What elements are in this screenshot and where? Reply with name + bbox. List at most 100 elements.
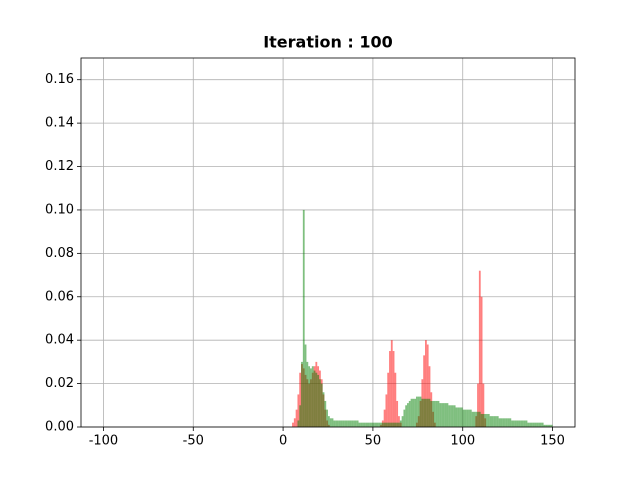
histogram-bar: [401, 416, 404, 427]
histogram-bar: [310, 368, 312, 427]
histogram-bar: [331, 418, 334, 427]
histogram-bar: [414, 398, 417, 427]
histogram-bar: [473, 411, 476, 427]
histogram-bar: [299, 372, 302, 427]
histogram-bar: [426, 398, 429, 427]
histogram-bar: [530, 422, 533, 427]
histogram-bar: [480, 296, 483, 427]
histogram-bar: [328, 416, 330, 427]
histogram-bar: [518, 420, 521, 427]
histogram-bar: [380, 422, 382, 427]
y-tick-label: 0.12: [45, 159, 74, 174]
histogram-bar: [301, 361, 303, 427]
histogram-bar: [423, 398, 426, 427]
histogram-bar: [496, 416, 499, 427]
histogram-bar: [520, 420, 523, 427]
histogram-bar: [502, 418, 505, 427]
histogram-bar: [326, 409, 328, 427]
histogram-bar: [421, 398, 424, 427]
plot-frame: [80, 57, 576, 428]
histogram-bar: [435, 400, 438, 427]
histogram-bar: [513, 420, 515, 427]
histogram-bar: [374, 422, 377, 427]
histogram-bar: [532, 422, 535, 427]
histogram-bar: [367, 422, 370, 427]
histogram-bar: [387, 372, 390, 427]
histogram-bar: [477, 383, 479, 427]
histogram-bar: [317, 374, 320, 427]
histogram-bar: [403, 409, 406, 427]
histogram-bar: [304, 344, 307, 427]
histogram-bar: [342, 420, 345, 427]
histogram-bar: [394, 372, 397, 427]
histogram-bar: [451, 405, 454, 427]
histogram-bar: [385, 422, 388, 427]
histogram-bar: [426, 344, 429, 427]
histogram-bar: [439, 403, 442, 427]
histogram-bar: [493, 416, 496, 427]
histogram-bar: [333, 420, 336, 427]
histogram-bar: [547, 424, 549, 427]
histogram-bar: [487, 413, 490, 427]
histogram-bar: [389, 422, 391, 427]
histogram-bar: [464, 409, 467, 427]
histogram-bar: [315, 372, 318, 427]
histogram-bar: [459, 407, 461, 427]
histogram-bar: [419, 396, 422, 427]
x-tick-label: -100: [89, 434, 119, 449]
histogram-bar: [299, 405, 302, 427]
x-tick-label: 0: [279, 434, 287, 449]
histogram-bar: [489, 416, 492, 427]
histogram-bar: [444, 403, 447, 427]
histogram-bar: [410, 398, 413, 427]
histogram-bar: [313, 370, 316, 427]
histogram-bar: [425, 398, 427, 427]
histogram-bar: [466, 409, 469, 427]
histogram-bar: [534, 422, 537, 427]
histogram-bar: [319, 379, 321, 427]
histogram-bar: [360, 422, 363, 427]
histogram-bar: [430, 400, 433, 427]
histogram-bar: [500, 418, 503, 427]
histogram-bar: [504, 418, 506, 427]
histogram-bar: [390, 422, 393, 427]
histogram-bar: [345, 420, 348, 427]
histogram-bar: [484, 413, 487, 427]
histogram-bar: [383, 409, 386, 427]
x-tick-label: 50: [365, 434, 382, 449]
y-tick-label: 0.10: [45, 202, 74, 217]
histogram-bar: [477, 411, 479, 427]
histogram-bar: [442, 403, 445, 427]
histogram-bar: [329, 418, 332, 427]
histogram-bar: [469, 409, 472, 427]
histogram-bar: [340, 420, 343, 427]
histogram-bar: [450, 405, 452, 427]
histogram-bar: [376, 422, 379, 427]
y-tick-label: 0.06: [45, 289, 74, 304]
y-tick-label: 0.14: [45, 116, 74, 131]
histogram-bar: [354, 420, 357, 427]
histogram-bar: [371, 422, 373, 427]
histogram-bar: [324, 400, 327, 427]
histogram-bar: [306, 361, 309, 427]
histogram-bar: [509, 418, 512, 427]
histogram-bar: [416, 396, 418, 427]
histogram-bar: [363, 422, 366, 427]
histogram-bar: [297, 420, 300, 427]
x-tick-label: -50: [183, 434, 204, 449]
histogram-bar: [378, 422, 381, 427]
histogram-bar: [539, 422, 542, 427]
histogram-bar: [550, 424, 553, 427]
histogram-bar: [396, 400, 399, 427]
histogram-bar: [480, 413, 483, 427]
histogram-bar: [516, 420, 519, 427]
histogram-bar: [389, 351, 391, 427]
histogram-bar: [475, 411, 478, 427]
y-tick-label: 0.00: [45, 420, 74, 435]
histogram-bar: [398, 422, 400, 427]
histogram-bar: [311, 366, 314, 427]
histogram-bar: [478, 411, 481, 427]
histogram-bar: [548, 424, 551, 427]
histogram-bar: [441, 403, 443, 427]
